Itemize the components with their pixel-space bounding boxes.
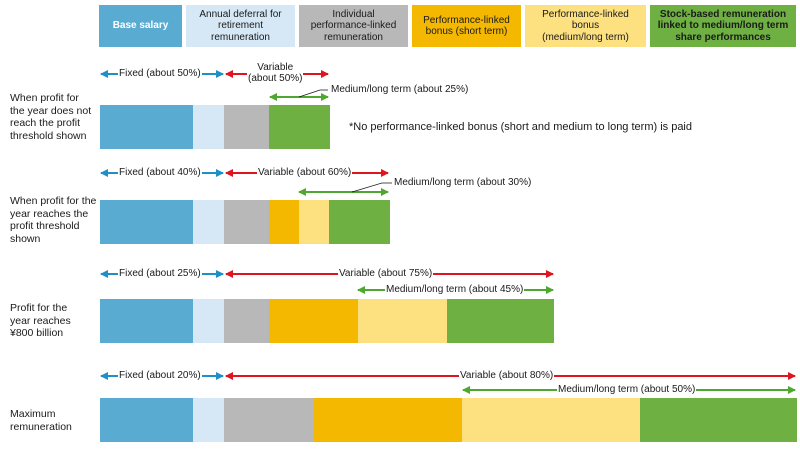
row3-label: Profit for the year reaches ¥800 billion — [10, 302, 71, 339]
row2-seg-bonus-medium-long-term — [299, 200, 329, 244]
row1-note: *No performance-linked bonus (short and … — [349, 121, 692, 133]
row1-label: When profit for the year does not reach … — [10, 92, 92, 142]
row2-label: When profit for the year reaches the pro… — [10, 195, 97, 245]
row3-fixed-label: Fixed (about 25%) — [118, 268, 202, 280]
row2-fixed-label: Fixed (about 40%) — [118, 167, 202, 179]
row1-seg-individual-performance — [224, 105, 269, 149]
legend-annual-deferral: Annual deferral for retirement remunerat… — [186, 5, 295, 47]
row1-variable-label: Variable (about 50%) — [247, 62, 304, 84]
row1-medium-label: Medium/long term (about 25%) — [330, 84, 470, 96]
row4-seg-individual-performance — [224, 398, 314, 442]
legend-stock-based: Stock-based remuneration linked to mediu… — [650, 5, 796, 47]
row4-seg-stock-based — [640, 398, 797, 442]
row2-seg-bonus-short-term — [269, 200, 299, 244]
row3-seg-individual-performance — [224, 299, 269, 343]
row3-seg-annual-deferral — [193, 299, 224, 343]
row4-fixed-label: Fixed (about 20%) — [118, 370, 202, 382]
row4-variable-label: Variable (about 80%) — [459, 370, 555, 382]
row3-seg-bonus-medium-long-term — [358, 299, 447, 343]
row1-medium-leader — [298, 89, 328, 98]
row4-seg-annual-deferral — [193, 398, 224, 442]
row3-seg-stock-based — [447, 299, 554, 343]
row3-seg-bonus-short-term — [269, 299, 358, 343]
legend-bonus-short-term: Performance-linked bonus (short term) — [412, 5, 521, 47]
legend-base-salary: Base salary — [99, 5, 182, 47]
row4-seg-bonus-medium-long-term — [462, 398, 640, 442]
row3-variable-label: Variable (about 75%) — [338, 268, 434, 280]
legend-individual-performance: Individual performance-linked remunerati… — [299, 5, 408, 47]
row2-medium-label: Medium/long term (about 30%) — [393, 177, 533, 189]
row2-seg-stock-based — [329, 200, 390, 244]
row1-seg-stock-based — [269, 105, 330, 149]
row2-medium-leader — [351, 182, 392, 193]
row1-fixed-label: Fixed (about 50%) — [118, 68, 202, 80]
row4-label: Maximum remuneration — [10, 408, 72, 433]
legend-bonus-medium-long-term: Performance-linked bonus (medium/long te… — [525, 5, 646, 47]
row3-seg-base-salary — [100, 299, 193, 343]
row2-seg-base-salary — [100, 200, 193, 244]
row2-variable-label: Variable (about 60%) — [257, 167, 353, 179]
row1-seg-base-salary — [100, 105, 193, 149]
row2-seg-individual-performance — [224, 200, 269, 244]
row1-seg-annual-deferral — [193, 105, 224, 149]
row4-seg-base-salary — [100, 398, 193, 442]
row4-medium-label: Medium/long term (about 50%) — [557, 384, 697, 396]
row4-seg-bonus-short-term — [314, 398, 462, 442]
row3-medium-label: Medium/long term (about 45%) — [385, 284, 525, 296]
row2-seg-annual-deferral — [193, 200, 224, 244]
